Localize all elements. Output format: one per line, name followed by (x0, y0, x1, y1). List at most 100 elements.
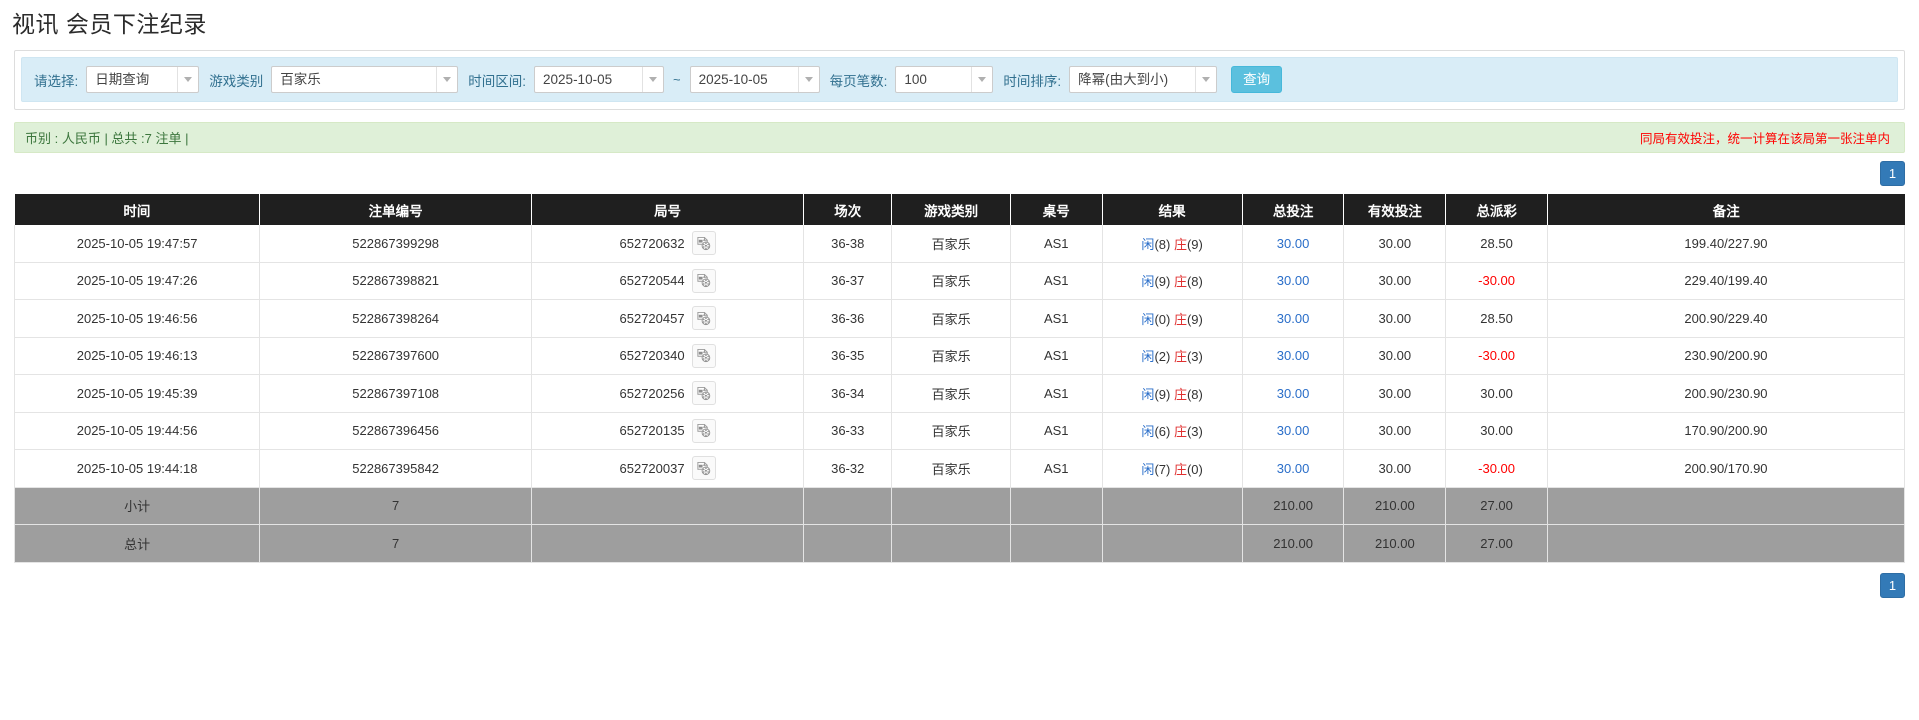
cell-time: 2025-10-05 19:46:13 (13, 337, 261, 376)
cell-round-no: 652720457 (531, 299, 805, 338)
cell-round-no: 652720135 (531, 412, 805, 451)
cell-valid-bet: 30.00 (1343, 374, 1447, 413)
cell-game: 百家乐 (891, 337, 1011, 376)
page-size-select[interactable]: 100 (895, 66, 994, 94)
page-button-1-bottom[interactable]: 1 (1880, 572, 1905, 598)
round-no-text: 652720135 (619, 423, 685, 439)
cell-shift: 36-33 (803, 412, 893, 451)
filter-panel: 请选择: 日期查询 游戏类别 百家乐 时间区间: 2025-10-05 ~ 20… (14, 50, 1905, 111)
cell-valid-bet: 30.00 (1343, 337, 1447, 376)
summary-payout: 27.00 (1445, 487, 1548, 526)
page-button-1[interactable]: 1 (1880, 161, 1905, 187)
result-player-label: 闲 (1141, 349, 1155, 365)
video-replay-icon[interactable] (691, 418, 716, 443)
column-header-time: 时间 (14, 194, 261, 226)
total-bet-amount: 30.00 (1276, 460, 1310, 476)
video-replay-icon[interactable] (691, 306, 716, 331)
date-to-input[interactable]: 2025-10-05 (689, 66, 820, 94)
cell-total-bet: 30.00 (1241, 262, 1345, 301)
cell-note: 229.40/199.40 (1546, 262, 1906, 301)
page-size-label: 每页笔数: (829, 73, 888, 89)
result-banker-label: 庄 (1173, 424, 1187, 440)
cell-round-no: 652720037 (531, 449, 805, 488)
video-replay-icon[interactable] (691, 456, 716, 481)
cell-bet-no: 522867396456 (259, 412, 533, 451)
result-banker-label: 庄 (1173, 461, 1187, 477)
cell-payout: 30.00 (1445, 374, 1548, 413)
result-player-value: (6) (1154, 424, 1171, 440)
summary-blank-table (1009, 487, 1103, 526)
round-no-text: 652720037 (619, 460, 685, 476)
summary-total-bet: 210.00 (1241, 524, 1345, 563)
summary-payout: 27.00 (1445, 524, 1548, 563)
result-player-label: 闲 (1141, 386, 1155, 402)
video-replay-icon[interactable] (691, 268, 716, 293)
video-replay-icon[interactable] (691, 343, 716, 368)
cell-shift: 36-32 (803, 449, 893, 488)
cell-table-no: AS1 (1009, 225, 1103, 263)
page-root: 视讯 会员下注纪录 请选择: 日期查询 游戏类别 百家乐 时间区间: 2025-… (12, 11, 1906, 598)
video-replay-icon[interactable] (691, 231, 716, 256)
chevron-down-icon (436, 67, 457, 93)
cell-shift: 36-38 (803, 225, 893, 263)
date-from-value: 2025-10-05 (543, 72, 613, 88)
cell-table-no: AS1 (1009, 412, 1103, 451)
table-body: 2025-10-05 19:47:57 522867399298 652720632… (13, 225, 1906, 563)
summary-label: 小计 (13, 487, 261, 526)
cell-valid-bet: 30.00 (1343, 412, 1447, 451)
table-row: 2025-10-05 19:47:57 522867399298 652720632… (13, 225, 1906, 263)
payout-amount: 30.00 (1480, 423, 1513, 439)
date-from-input[interactable]: 2025-10-05 (534, 66, 665, 94)
cell-total-bet: 30.00 (1241, 449, 1345, 488)
cell-result: 闲(8) 庄(9) (1101, 225, 1243, 263)
cell-time: 2025-10-05 19:46:56 (13, 299, 261, 338)
cell-table-no: AS1 (1009, 374, 1103, 413)
cell-result: 闲(6) 庄(3) (1101, 412, 1243, 451)
query-type-value: 日期查询 (95, 72, 150, 88)
cell-bet-no: 522867398821 (259, 262, 533, 301)
cell-valid-bet: 30.00 (1343, 262, 1447, 301)
summary-valid-bet: 210.00 (1343, 487, 1447, 526)
table-header: 时间 注单编号 局号 场次 游戏类别 桌号 结果 总投注 有效投注 总派彩 备注 (14, 194, 1905, 226)
cell-note: 230.90/200.90 (1546, 337, 1906, 376)
result-banker-value: (0) (1186, 461, 1203, 477)
sort-value: 降幂(由大到小) (1078, 72, 1169, 88)
cell-payout: 30.00 (1445, 412, 1548, 451)
chevron-down-icon (1195, 67, 1216, 93)
cell-result: 闲(9) 庄(8) (1101, 374, 1243, 413)
cell-time: 2025-10-05 19:45:39 (13, 374, 261, 413)
result-player-label: 闲 (1141, 424, 1155, 440)
sort-select[interactable]: 降幂(由大到小) (1069, 66, 1218, 94)
cell-payout: -30.00 (1445, 337, 1548, 376)
summary-blank-round (531, 487, 805, 526)
total-bet-amount: 30.00 (1276, 423, 1310, 439)
valid-bet-notice: 同局有效投注，统一计算在该局第一张注单内 (1639, 132, 1890, 147)
cell-table-no: AS1 (1009, 449, 1103, 488)
cell-round-no: 652720340 (531, 337, 805, 376)
payout-amount: 30.00 (1480, 385, 1513, 401)
cell-shift: 36-35 (803, 337, 893, 376)
result-player-value: (9) (1154, 386, 1171, 402)
payout-amount: -30.00 (1478, 273, 1516, 289)
cell-time: 2025-10-05 19:47:26 (13, 262, 261, 301)
chevron-down-icon (797, 67, 819, 93)
column-header-payout: 总派彩 (1445, 194, 1548, 226)
date-range-separator: ~ (673, 72, 681, 88)
result-player-value: (9) (1154, 274, 1171, 290)
cell-table-no: AS1 (1009, 337, 1103, 376)
summary-blank-game (891, 524, 1011, 563)
page-size-value: 100 (904, 72, 927, 88)
query-button[interactable]: 查询 (1231, 66, 1283, 94)
video-replay-icon[interactable] (691, 381, 716, 406)
game-category-select[interactable]: 百家乐 (271, 66, 459, 94)
result-banker-label: 庄 (1173, 386, 1187, 402)
select-label: 请选择: (34, 73, 79, 89)
summary-blank-note (1546, 487, 1906, 526)
cell-result: 闲(7) 庄(0) (1101, 449, 1243, 488)
payout-amount: 28.50 (1480, 310, 1513, 326)
result-banker-value: (8) (1186, 386, 1203, 402)
query-type-select[interactable]: 日期查询 (86, 66, 200, 94)
page-title: 视讯 会员下注纪录 (12, 11, 207, 37)
summary-count: 7 (259, 524, 533, 563)
cell-shift: 36-34 (803, 374, 893, 413)
